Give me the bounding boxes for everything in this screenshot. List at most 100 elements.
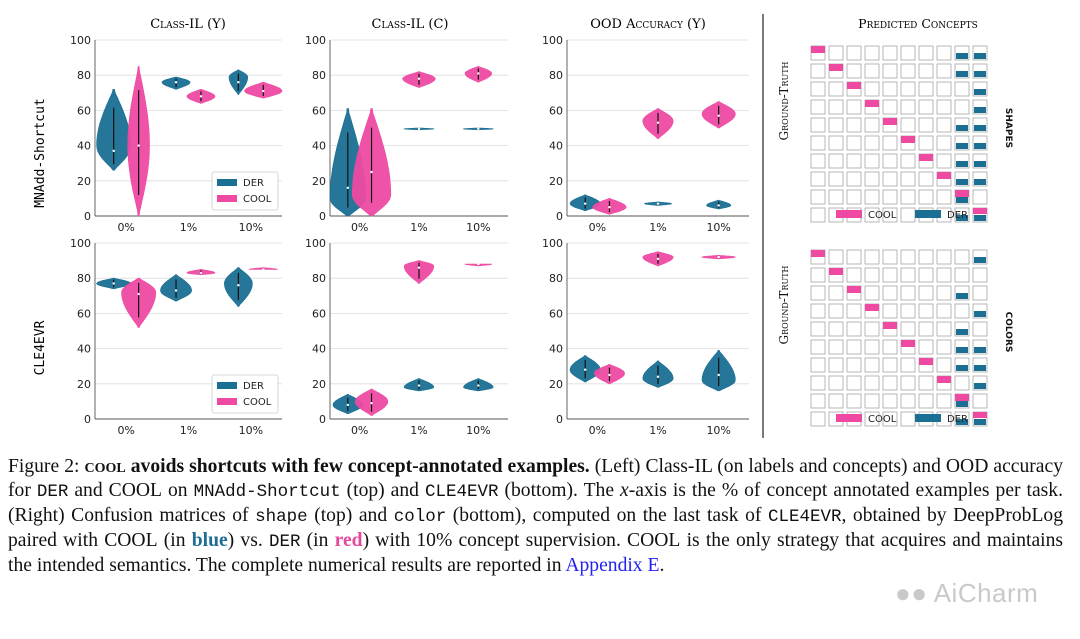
y-tick-label: 100	[542, 237, 563, 250]
matrix-cell	[900, 411, 916, 427]
matrix-cell	[918, 321, 934, 337]
legend-label-der: DER	[947, 210, 968, 221]
y-tick-label: 40	[312, 140, 326, 153]
matrix-cell	[864, 249, 880, 265]
x-tick-label: 1%	[410, 424, 427, 437]
y-tick-label: 20	[77, 378, 91, 391]
legend-label-der: DER	[947, 414, 968, 425]
median-point	[417, 127, 421, 131]
matrix-cell	[936, 45, 952, 61]
matrix-cell	[900, 249, 916, 265]
caption-red: red	[334, 530, 363, 551]
matrix-cell	[918, 267, 934, 283]
x-tick-label: 0%	[589, 221, 606, 234]
median-point	[370, 401, 373, 405]
matrix-cell	[810, 285, 826, 301]
matrix-cell	[972, 267, 988, 283]
matrix-cell	[810, 171, 826, 187]
median-point	[174, 81, 178, 84]
matrix-cell	[882, 393, 898, 409]
matrix-cell	[936, 117, 952, 133]
der-cell	[956, 143, 968, 149]
y-tick-label: 0	[84, 210, 91, 223]
matrix-cell	[828, 321, 844, 337]
y-tick-label: 80	[312, 69, 326, 82]
median-point	[417, 266, 421, 269]
legend-swatch-der	[217, 179, 237, 186]
median-point	[262, 89, 265, 93]
x-tick-label: 10%	[706, 424, 730, 437]
confusion-title: Predicted Concepts	[858, 16, 978, 31]
matrix-cell	[900, 153, 916, 169]
matrix-cell	[882, 171, 898, 187]
ground-truth-label: Ground-Truth	[777, 61, 791, 140]
y-tick-label: 40	[77, 140, 91, 153]
matrix-cell	[936, 153, 952, 169]
caption-text: on	[161, 480, 194, 501]
median-point	[608, 206, 611, 209]
matrix-cell	[918, 171, 934, 187]
matrix-cell	[936, 267, 952, 283]
der-cell	[974, 257, 986, 263]
matrix-cell	[864, 153, 880, 169]
matrix-cell	[972, 189, 988, 205]
cool-cell	[955, 190, 969, 197]
cool-cell	[865, 304, 879, 311]
der-cell	[974, 311, 986, 317]
y-tick-label: 80	[77, 272, 91, 285]
median-point	[417, 77, 421, 80]
median-point	[112, 282, 115, 285]
matrix-cell	[828, 135, 844, 151]
y-tick-label: 20	[312, 175, 326, 188]
violin-panel-r1-c1: 0 20 40 60 80 100 0% 1% 10%	[305, 237, 508, 437]
figure-caption: Figure 2: cool avoids shortcuts with few…	[8, 455, 1063, 578]
matrix-cell	[828, 81, 844, 97]
matrix-cell	[882, 81, 898, 97]
caption-blue: blue	[191, 530, 228, 551]
caption-mnadd: MNAdd-Shortcut	[193, 482, 341, 502]
der-cell	[974, 179, 986, 185]
matrix-cell	[882, 135, 898, 151]
cool-cell	[829, 64, 843, 71]
y-tick-label: 0	[556, 413, 563, 426]
watermark: ●● AiCharm	[895, 578, 1038, 609]
x-tick-label: 10%	[239, 221, 263, 234]
x-tick-label: 10%	[466, 424, 490, 437]
column-title-3: OOD Accuracy (Y)	[590, 17, 706, 32]
matrix-cell	[828, 357, 844, 373]
y-tick-label: 40	[312, 343, 326, 356]
wechat-icon: ●●	[895, 578, 934, 608]
matrix-cell	[846, 99, 862, 115]
y-tick-label: 20	[549, 378, 563, 391]
matrix-cell	[900, 81, 916, 97]
matrix-cell	[882, 207, 898, 223]
caption-cool: COOL	[108, 480, 162, 501]
matrix-cell	[810, 63, 826, 79]
cool-cell	[865, 100, 879, 107]
matrix-cell	[828, 303, 844, 319]
y-tick-label: 20	[77, 175, 91, 188]
matrix-cell	[936, 81, 952, 97]
matrix-cell	[882, 249, 898, 265]
appendix-link[interactable]: Appendix E	[565, 555, 660, 576]
cool-cell	[811, 46, 825, 53]
matrix-cell	[828, 99, 844, 115]
matrix-cell	[810, 189, 826, 205]
legend-label-der: DER	[243, 381, 264, 392]
der-cell	[956, 215, 968, 221]
x-tick-label: 1%	[180, 221, 197, 234]
der-cell	[974, 143, 986, 149]
column-title-1: Class-IL (Y)	[150, 17, 226, 32]
caption-text: and	[68, 480, 109, 501]
matrix-cell	[846, 135, 862, 151]
caption-text: (in	[157, 530, 192, 551]
matrix-cell	[810, 117, 826, 133]
matrix-cell	[972, 393, 988, 409]
caption-cle4evr: CLE4EVR	[424, 482, 499, 502]
caption-der: DER	[268, 532, 301, 552]
matrix-cell	[918, 63, 934, 79]
matrix-cell	[900, 117, 916, 133]
matrix-cell	[882, 99, 898, 115]
matrix-cell	[846, 303, 862, 319]
caption-text: (Left) Class-IL (on labels and concepts)…	[8, 456, 1063, 501]
